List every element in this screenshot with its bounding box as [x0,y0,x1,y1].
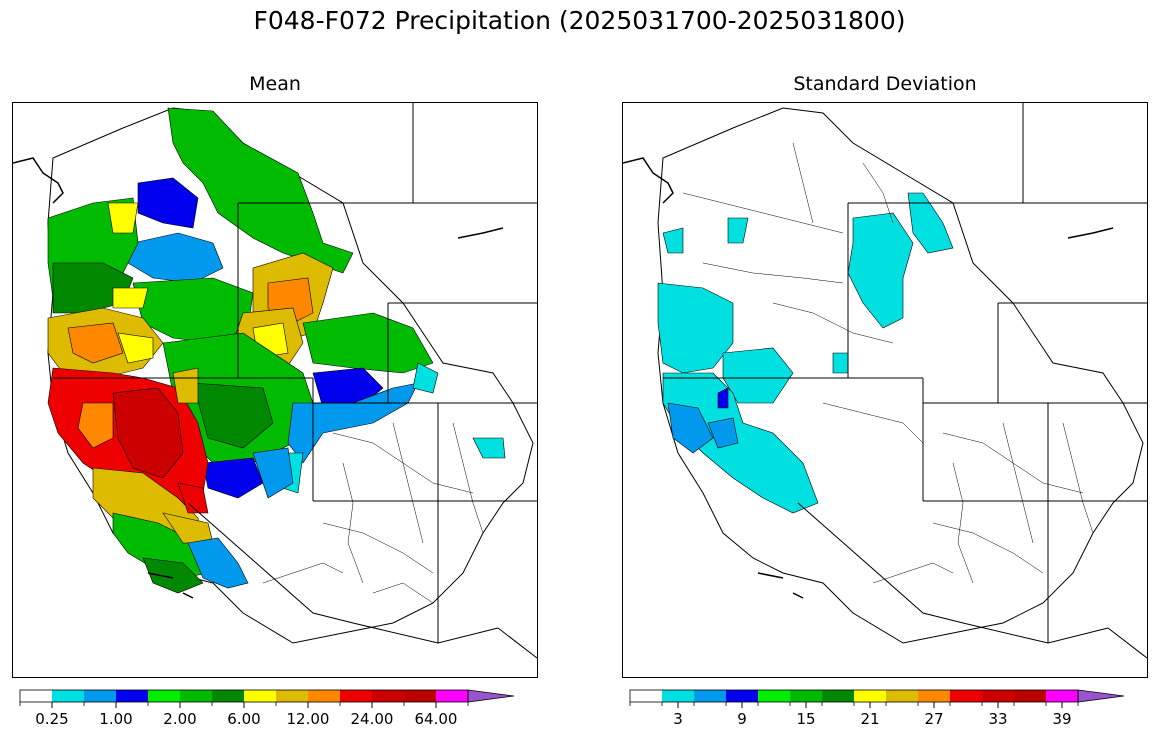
mean-colorbar-tick-label: 6.00 [227,710,260,728]
std-map-svg [623,103,1147,659]
std-colorbar-segment [1046,690,1078,702]
std-colorbar-tick-label: 27 [924,710,943,728]
precip-mean-fill [47,107,506,594]
mean-colorbar-tick-label: 24.00 [351,710,394,728]
std-colorbar-extend-arrow [1077,689,1125,703]
mean-colorbar-tick-label: 12.00 [287,710,330,728]
std-colorbar-segment [950,690,982,702]
mean-colorbar-segment [180,690,212,702]
mean-colorbar-segment [308,690,340,702]
mean-map [12,102,538,678]
std-colorbar-segment [726,690,758,702]
mean-colorbar-segment [340,690,372,702]
mean-colorbar: 0.25 1.00 2.00 6.00 12.00 24.00 64.00 [12,682,542,732]
coast-features [623,157,1114,599]
mean-colorbar-segment [84,690,116,702]
mean-colorbar-segment [436,690,468,702]
std-colorbar-segment [982,690,1014,702]
std-panel-title: Standard Deviation [793,73,977,95]
region-outline [657,107,1144,644]
coast-features [13,157,504,599]
mean-colorbar-segment [20,690,52,702]
figure-title: F048-F072 Precipitation (2025031700-2025… [253,6,906,35]
mean-colorbar-tick-label: 0.25 [35,710,68,728]
mean-colorbar-segment [52,690,84,702]
mean-colorbar-segment [276,690,308,702]
std-colorbar-tick-label: 21 [860,710,879,728]
mean-colorbar-tick-label: 64.00 [415,710,458,728]
std-colorbar-segment [694,690,726,702]
std-colorbar-segment [1014,690,1046,702]
std-colorbar-svg: 3 9 15 21 27 33 39 [629,689,1125,728]
state-borders [663,103,1147,659]
std-colorbar-tick-label: 3 [673,710,683,728]
std-colorbar: 3 9 15 21 27 33 39 [622,682,1152,732]
basin-boundaries [262,422,484,604]
std-colorbar-tick-label: 9 [737,710,747,728]
mean-colorbar-extend-arrow [467,689,515,703]
mean-colorbar-tick-label: 1.00 [99,710,132,728]
std-colorbar-segment [822,690,854,702]
mean-colorbar-segment [212,690,244,702]
precip-std-fill [657,192,954,514]
std-colorbar-segment [886,690,918,702]
std-colorbar-segment [854,690,886,702]
state-borders [53,103,537,659]
basin-boundaries [682,142,1094,584]
std-colorbar-segment [630,690,662,702]
mean-colorbar-segment [244,690,276,702]
std-colorbar-tick-label: 33 [988,710,1007,728]
mean-colorbar-segment [148,690,180,702]
std-map [622,102,1148,678]
std-colorbar-segment [758,690,790,702]
mean-colorbar-segment [116,690,148,702]
std-colorbar-segment [790,690,822,702]
std-colorbar-tick-label: 39 [1052,710,1071,728]
std-colorbar-segment [662,690,694,702]
mean-colorbar-segment [404,690,436,702]
std-colorbar-segment [918,690,950,702]
mean-map-svg [13,103,537,659]
mean-colorbar-tick-label: 2.00 [163,710,196,728]
std-colorbar-tick-label: 15 [796,710,815,728]
mean-colorbar-svg: 0.25 1.00 2.00 6.00 12.00 24.00 64.00 [19,689,515,728]
mean-colorbar-segment [372,690,404,702]
mean-panel-title: Mean [249,73,301,95]
